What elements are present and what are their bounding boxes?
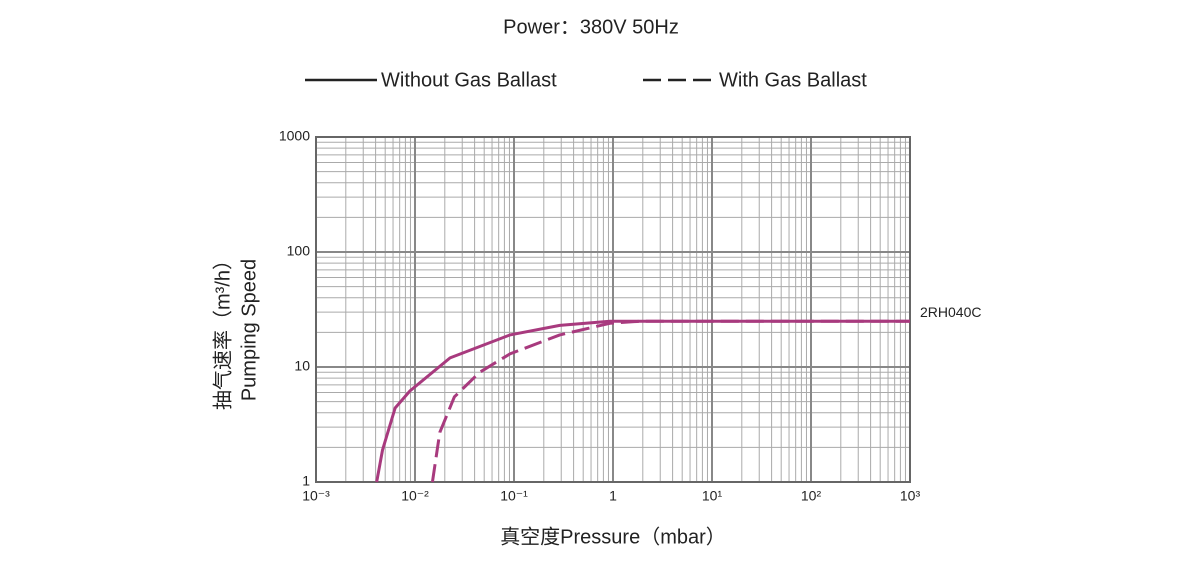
y-axis-label: Pumping Speed	[238, 259, 260, 401]
x-tick-label: 10¹	[702, 488, 723, 504]
x-tick-label: 10⁻¹	[500, 488, 528, 504]
chart-title: Power：380V 50Hz	[503, 16, 679, 38]
plot-frame	[315, 136, 911, 483]
legend-label: Without Gas Ballast	[381, 69, 557, 91]
x-tick-label: 10⁻²	[401, 488, 429, 504]
data-line	[430, 319, 910, 483]
x-tick-label: 1	[609, 488, 617, 504]
x-axis-label: 真空度Pressure（mbar）	[500, 525, 726, 548]
y-axis-label: 抽气速率（m³/h）	[211, 250, 234, 410]
data-line	[375, 319, 910, 483]
legend-label: With Gas Ballast	[719, 69, 867, 91]
y-tick-label: 10	[294, 358, 310, 374]
y-tick-label: 100	[287, 243, 311, 259]
x-tick-label: 10³	[900, 488, 921, 504]
annotation: 2RH040C	[920, 304, 981, 320]
y-tick-label: 1	[302, 473, 310, 489]
x-tick-label: 10²	[801, 488, 822, 504]
y-tick-label: 1000	[279, 128, 310, 144]
x-tick-label: 10⁻³	[302, 488, 330, 504]
